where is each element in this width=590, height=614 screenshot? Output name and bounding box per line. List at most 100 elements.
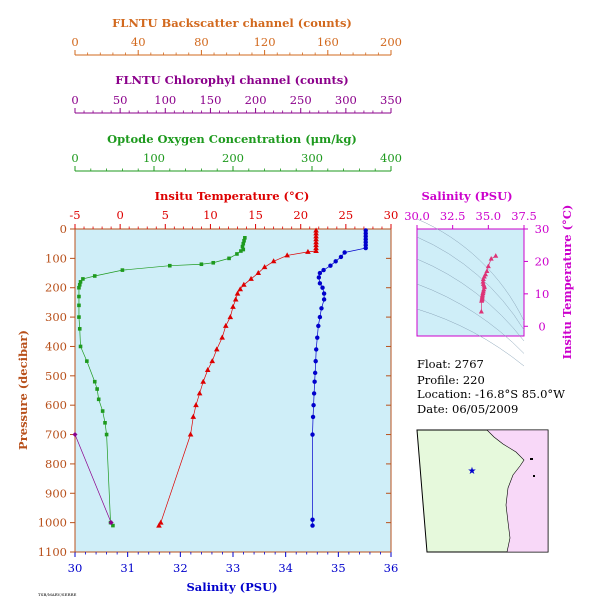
ts-diagram: Salinity (PSU) 30.0 32.5 35.0 37.5 0 10 20 30 I…: [404, 189, 574, 367]
temperature-point: [284, 252, 290, 258]
salinity-point: [319, 306, 324, 311]
temperature-tick-label: 10: [203, 208, 218, 222]
ts-point: [484, 268, 490, 273]
salinity-axis-title: Salinity (PSU): [186, 580, 277, 594]
oxygen-point: [77, 303, 81, 308]
temperature-point: [313, 239, 319, 245]
pressure-axis-title: Pressure (decibar): [16, 330, 30, 450]
temperature-point: [313, 248, 319, 254]
salinity-tick-label: 32: [173, 561, 188, 575]
salinity-point: [328, 263, 333, 268]
float-location-marker: ★: [468, 466, 477, 477]
ts-ytick-label: 0: [538, 319, 545, 333]
temperature-point: [193, 402, 199, 408]
footer-tag: TSB/MARV/SERRE: [38, 592, 76, 597]
chlorophyll-point: [72, 432, 78, 438]
pressure-tick-label: 400: [45, 339, 67, 353]
temperature-point: [313, 245, 319, 251]
salinity-point: [317, 270, 323, 276]
ts-plot-area: [416, 228, 525, 337]
oxygen-point: [240, 244, 245, 249]
ts-ytick-label: 10: [535, 287, 550, 301]
ts-point: [478, 308, 484, 314]
temperature-point: [156, 522, 162, 528]
salinity-point: [321, 291, 327, 296]
salinity-point: [314, 347, 319, 352]
chlorophyll-tick-label: 250: [290, 93, 312, 107]
temperature-point: [204, 366, 211, 372]
ts-ylabel: Insitu Temperature (°C): [560, 205, 574, 360]
oxygen-point: [78, 280, 83, 284]
oxygen-point: [120, 268, 125, 272]
temperature-point: [313, 242, 319, 248]
temperature-tick-label: 20: [293, 208, 308, 222]
salinity-point: [333, 259, 338, 264]
ts-ytick-label: 30: [535, 222, 550, 236]
temperature-point: [261, 264, 268, 270]
pressure-tick-label: 200: [45, 281, 67, 295]
oxygen-point: [111, 523, 115, 528]
oxygen-point: [77, 294, 81, 299]
salinity-point: [310, 523, 315, 528]
salinity-point: [312, 370, 318, 376]
temperature-point: [255, 270, 262, 276]
salinity-point: [321, 297, 327, 302]
salinity-point: [363, 245, 368, 251]
salinity-tick-label: 31: [120, 561, 135, 575]
oxygen-point: [92, 379, 97, 384]
backscatter-tick-label: 80: [194, 35, 209, 49]
backscatter-tick-label: 40: [131, 35, 146, 49]
chlorophyll-tick-label: 100: [154, 93, 176, 107]
temperature-tick-label: 0: [116, 208, 123, 222]
oxygen-point: [227, 256, 231, 261]
chlorophyll-tick-label: 300: [335, 93, 357, 107]
oxygen-point: [78, 344, 83, 349]
oxygen-point: [85, 359, 89, 363]
salinity-point: [315, 335, 320, 340]
density-contour: [416, 236, 525, 331]
oxygen-point: [103, 421, 107, 425]
oxygen-point: [77, 285, 81, 290]
salinity-point: [320, 285, 325, 290]
pressure-tick-label: 600: [45, 398, 67, 412]
pressure-tick-label: 800: [45, 457, 67, 471]
oxygen-tick-label: 300: [301, 151, 323, 165]
salinity-point: [313, 358, 318, 364]
salinity-point: [317, 281, 323, 286]
salinity-point: [316, 275, 322, 280]
oxygen-point: [241, 247, 246, 252]
oxygen-point: [199, 262, 204, 267]
temperature-point: [241, 281, 247, 287]
date: Date: 06/05/2009: [417, 402, 518, 416]
salinity-tick-label: 36: [384, 561, 399, 575]
ts-diagram-title: Salinity (PSU): [421, 189, 512, 203]
temperature-tick-label: 25: [339, 208, 354, 222]
oxygen-point: [95, 387, 99, 391]
temperature-point: [313, 233, 319, 239]
ts-ytick-label: 20: [535, 254, 550, 268]
location-map: ★: [416, 429, 549, 553]
profile-plot: Insitu Temperature (°C) -5 0 5 10 15 20 25 3030…: [16, 189, 398, 594]
oxygen-point: [104, 432, 109, 437]
pressure-tick-label: 1000: [38, 516, 67, 530]
temperature-point: [209, 358, 216, 364]
temperature-point: [200, 378, 207, 384]
oxygen-point: [77, 282, 82, 287]
salinity-point: [310, 414, 316, 420]
map-island: [530, 458, 533, 460]
temperature-point: [248, 275, 254, 281]
backscatter-tick-label: 0: [71, 35, 78, 49]
temperature-point: [234, 290, 241, 296]
backscatter-tick-label: 200: [380, 35, 402, 49]
density-contour: [416, 283, 525, 354]
ts-point: [493, 253, 499, 258]
ts-point: [480, 279, 486, 284]
ts-point: [485, 263, 491, 269]
temperature-point: [227, 314, 234, 320]
backscatter-axis: FLNTU Backscatter channel (counts) 0 40 80…: [71, 16, 402, 56]
oxygen-point: [81, 277, 85, 281]
temperature-point: [270, 258, 277, 264]
ts-xtick-label: 35.0: [476, 209, 502, 223]
profile-plot-area: [74, 228, 392, 553]
float-id: Float: 2767: [417, 357, 484, 371]
